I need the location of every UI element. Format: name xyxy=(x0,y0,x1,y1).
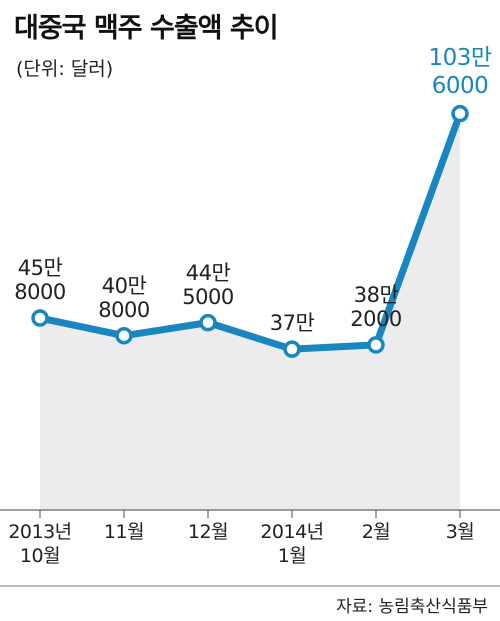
x-tick-label: 2014년 1월 xyxy=(260,521,324,567)
data-label: 38만 2000 xyxy=(350,282,402,331)
x-tick-label: 11월 xyxy=(103,521,145,543)
x-tick-label: 2월 xyxy=(361,521,391,543)
data-label: 40만 8000 xyxy=(98,273,150,322)
point xyxy=(115,326,133,345)
point xyxy=(367,336,385,354)
chart-subtitle: (단위: 달러) xyxy=(16,58,114,80)
line xyxy=(39,112,464,353)
point xyxy=(31,309,49,327)
x-tick-label: 3월 xyxy=(445,521,475,543)
data-label: 45만 8000 xyxy=(14,256,66,305)
data-label: 103만 6000 xyxy=(428,44,492,99)
chart-title: 대중국 맥주 수출액 추이 xyxy=(14,13,279,44)
point xyxy=(199,313,217,332)
x-tick-label: 12월 xyxy=(187,521,229,543)
point xyxy=(283,340,301,358)
source: 자료: 농림축산식품부 xyxy=(336,597,488,617)
point xyxy=(451,104,469,123)
data-label: 37만 xyxy=(269,311,315,336)
data-label: 44만 5000 xyxy=(182,260,234,309)
x-tick-label: 2013년 10월 xyxy=(8,521,72,567)
area xyxy=(40,113,460,511)
